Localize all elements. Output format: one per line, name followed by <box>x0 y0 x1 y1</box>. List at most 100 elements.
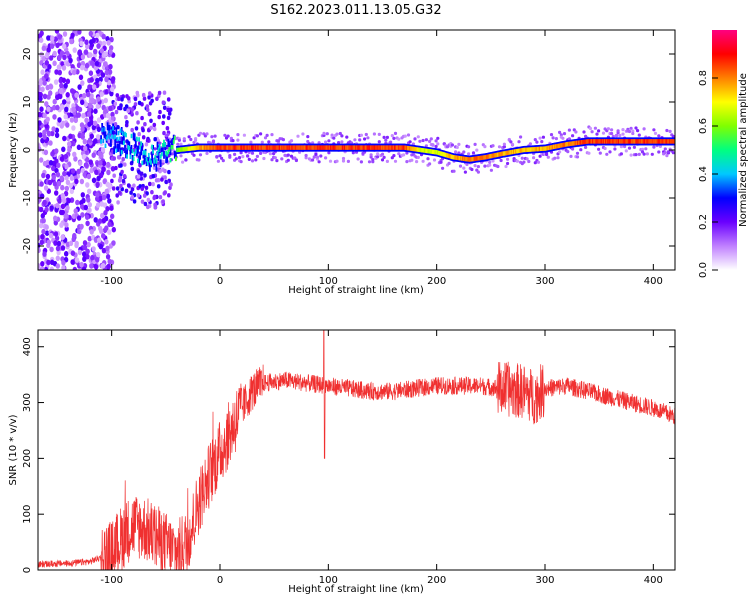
spectrogram-noise-mark <box>64 185 70 192</box>
spectrogram-ridge-mark <box>607 139 609 144</box>
spectrogram-ridge-outer <box>163 150 165 159</box>
spectrogram-ridge-mark <box>605 139 607 144</box>
spectrogram-noise-mark <box>38 33 43 39</box>
spectrogram-halo-mark <box>562 132 567 136</box>
spectrogram-halo-mark <box>189 137 193 142</box>
spectrogram-ridge-mark <box>230 145 232 150</box>
spectrogram-noise-mark <box>101 217 107 224</box>
spectrogram-noise-mark <box>68 133 73 140</box>
spectrogram-noise-mark <box>44 73 49 79</box>
spectrogram-noise-mark <box>111 186 116 191</box>
y-tick-label: 400 <box>22 337 33 356</box>
spectrogram-ridge-mark <box>179 147 182 152</box>
spectrogram-ridge-outer <box>123 132 125 141</box>
spectrogram-noise-mark <box>74 240 79 247</box>
spectrogram-noise-mark <box>101 160 107 167</box>
spectrogram-noise-mark <box>157 90 162 96</box>
spectrogram-noise-mark <box>98 160 103 166</box>
x-tick-label: 100 <box>319 276 338 287</box>
spectrogram-halo-mark <box>416 155 420 159</box>
spectrogram-ridge-mark <box>299 145 302 150</box>
spectrogram-noise-mark <box>55 245 61 252</box>
snr-ticks: -100 0 100 200 300 400 0 100 200 300 400 <box>22 330 675 586</box>
spectrogram-ridge-mark <box>126 154 128 159</box>
spectrogram-halo-mark <box>254 158 258 162</box>
spectrogram-halo-mark <box>311 158 315 162</box>
spectrogram-noise-mark <box>64 174 69 181</box>
spectrogram-ridge-mark <box>482 155 485 160</box>
spectrogram-halo-mark <box>255 134 259 138</box>
spectrogram-halo-mark <box>538 154 542 158</box>
spectrogram-noise-mark <box>94 60 100 67</box>
spectrogram-noise-mark <box>39 181 44 187</box>
spectrogram-ridge-mark <box>599 139 602 144</box>
spectrogram-noise-mark <box>152 194 157 200</box>
spectrogram-ridge-mark <box>630 139 632 144</box>
spectrogram-ridge-mark <box>575 140 578 146</box>
spectrogram-noise-mark <box>77 106 83 113</box>
spectrogram-halo-mark <box>247 157 251 161</box>
spectrogram-ridge-mark <box>250 145 253 150</box>
spectrogram-halo-mark <box>510 142 515 147</box>
spectrogram-noise-mark <box>91 124 97 131</box>
spectrogram-noise-mark <box>61 146 66 153</box>
spectrogram-ridge-mark <box>204 145 206 150</box>
spectrogram-noise-mark <box>86 197 91 203</box>
spectrogram-noise-mark <box>109 205 114 211</box>
spectrogram-ridge-mark <box>429 149 432 154</box>
spectrogram-noise-mark <box>82 251 87 257</box>
spectrogram-noise-mark <box>95 134 101 140</box>
spectrogram-halo-mark <box>566 150 570 154</box>
spectrogram-noise-mark <box>87 202 93 208</box>
spectrogram-ridge-mark <box>672 139 674 144</box>
spectrogram-halo-mark <box>614 134 619 138</box>
spectrogram-ridge-mark <box>264 145 267 150</box>
spectrogram-noise-mark <box>61 198 67 204</box>
spectrogram-ridge-mark <box>446 153 449 158</box>
spectrogram-ridge-mark <box>626 139 629 144</box>
colorbar-tick-label: 0.6 <box>698 118 709 134</box>
spectrogram-noise-mark <box>102 61 108 67</box>
spectrogram-ridge-mark <box>636 139 639 144</box>
spectrogram-ridge-mark <box>658 139 660 144</box>
spectrogram-ridge-mark <box>345 145 347 150</box>
spectrogram-noise-mark <box>88 102 93 109</box>
spectrogram-ridge-mark <box>275 145 278 150</box>
spectrogram-ridge-mark <box>420 148 423 153</box>
spectrogram-ridge-mark <box>635 139 638 144</box>
spectrogram-halo-mark <box>601 131 606 135</box>
spectrogram-noise-mark <box>49 205 54 211</box>
spectrogram-halo-mark <box>616 129 620 133</box>
spectrogram-noise-mark <box>83 49 89 55</box>
spectrogram-ridge-mark <box>136 136 138 142</box>
spectrogram-ridge-mark <box>531 147 534 152</box>
spectrogram-ridge-mark <box>519 148 522 153</box>
spectrogram-noise-mark <box>125 120 129 125</box>
spectrogram-halo-mark <box>491 159 495 163</box>
spectrogram-noise-mark <box>89 93 94 99</box>
spectrogram-halo-mark <box>328 159 333 163</box>
spectrogram-halo-mark <box>241 155 245 159</box>
spectrogram-noise-mark <box>70 168 76 174</box>
spectrogram-noise-mark <box>100 212 105 219</box>
spectrogram-ridge-mark <box>565 142 567 147</box>
spectrogram-noise-mark <box>45 159 50 166</box>
spectrogram-ridge-mark <box>240 145 242 150</box>
spectrogram-ridge-mark <box>567 141 569 147</box>
spectrogram-noise-mark <box>41 217 46 224</box>
spectrogram-ridge-mark <box>333 145 335 150</box>
spectrogram-noise-mark <box>136 174 141 179</box>
spectrogram-noise-mark <box>97 150 102 157</box>
spectrogram-noise-mark <box>135 90 140 96</box>
y-tick-label: 100 <box>22 505 33 524</box>
spectrogram-ridge-mark <box>589 139 592 144</box>
spectrogram-ridge-mark <box>379 145 382 150</box>
spectrogram-ridge-mark <box>556 144 559 149</box>
spectrogram-ridge-mark <box>166 152 169 157</box>
spectrogram-noise-mark <box>84 117 89 124</box>
spectrogram-noise-mark <box>114 165 118 171</box>
spectrogram-noise-mark <box>105 245 110 252</box>
spectrogram-halo-mark <box>458 164 463 168</box>
spectrogram-ridge-mark <box>241 145 243 150</box>
spectrogram-noise-mark <box>61 43 67 50</box>
